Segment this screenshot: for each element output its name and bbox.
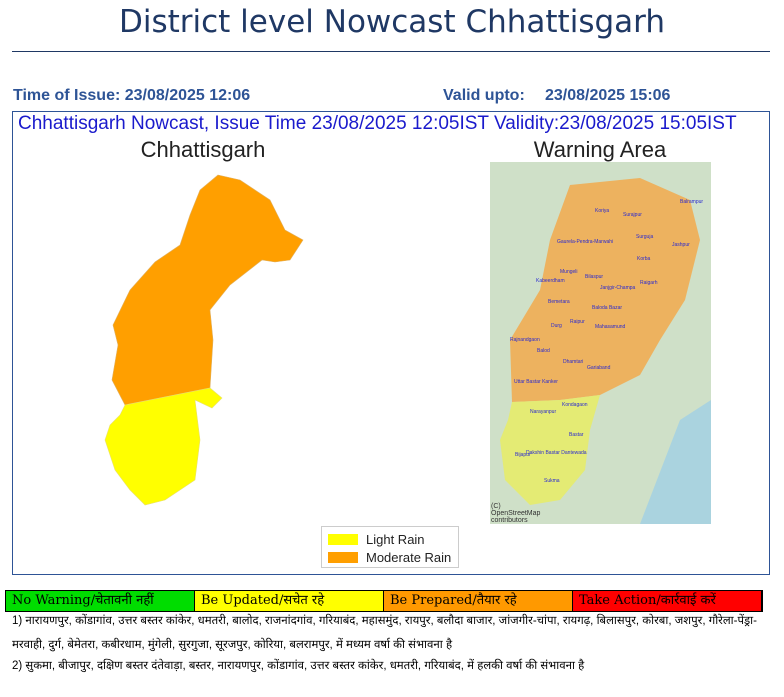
- moderate-rain-area: [111, 174, 304, 406]
- warning-area-map: [490, 162, 711, 524]
- valid-upto: 23/08/2025 15:06: [545, 87, 671, 104]
- note: 2) सुकमा, बीजापुर, दक्षिण बस्तर दंतेवाड़…: [12, 660, 585, 672]
- map-label: Kabeerdham: [536, 278, 565, 284]
- map-label: Bastar: [569, 432, 584, 438]
- moderate-rain-overlay: [510, 178, 700, 402]
- scale-cell: Be Updated/सचेत रहे: [195, 591, 384, 611]
- map-label: Dakshin Bastar Dantewada: [526, 450, 587, 456]
- scale-cell: Be Prepared/तैयार रहे: [384, 591, 573, 611]
- note: 1) नारायणपुर, कोंडागांव, उत्तर बस्तर कां…: [12, 615, 757, 651]
- map-label: Gaurela-Pendra-Marwahi: [557, 239, 613, 245]
- legend-item: Moderate Rain: [328, 549, 451, 565]
- map-label: Balod: [537, 348, 550, 354]
- legend-label: Light Rain: [366, 531, 425, 547]
- right-map-title: Warning Area: [533, 137, 667, 162]
- title-rule: [12, 51, 770, 52]
- legend-swatch: [328, 533, 358, 545]
- valid-upto-label: Valid upto:: [443, 87, 525, 104]
- map-label: Durg: [551, 323, 562, 329]
- map-label: Bijapur: [515, 452, 531, 458]
- map-label: Balrampur: [680, 199, 703, 205]
- legend-label: Moderate Rain: [366, 549, 452, 565]
- map-label: Surajpur: [623, 212, 642, 218]
- light-rain-overlay: [500, 395, 600, 505]
- sea: [640, 400, 711, 524]
- map-label: Korba: [637, 256, 651, 262]
- map-label: Bemetara: [548, 299, 570, 305]
- panel-heading: Chhattisgarh Nowcast, Issue Time 23/08/2…: [18, 113, 737, 134]
- legend-swatch: [328, 551, 358, 563]
- map-label: Dhamtari: [563, 359, 583, 365]
- legend: Light Rain Moderate Rain: [321, 526, 459, 568]
- nowcast-panel: [12, 111, 770, 575]
- map-label: Mahasamund: [595, 324, 626, 330]
- scale-cell: Take Action/कार्रवाई करें: [573, 591, 762, 611]
- page-title: District level Nowcast Chhattisgarh: [118, 4, 665, 40]
- map-label: Raigarh: [640, 280, 658, 286]
- time-of-issue: Time of Issue: 23/08/2025 12:06: [13, 87, 251, 104]
- legend-item: Light Rain: [328, 531, 425, 547]
- map-label: Rajnandgaon: [510, 337, 540, 343]
- map-label: Kondagaon: [562, 402, 588, 408]
- district-map: [104, 174, 304, 506]
- map-label: Janjgir-Champa: [600, 285, 636, 291]
- map-label: Bilaspur: [585, 274, 603, 280]
- map-label: Baloda Bazar: [592, 305, 622, 311]
- map-label: Narayanpur: [530, 409, 556, 415]
- light-rain-area: [104, 387, 223, 506]
- map-label: Uttar Bastar Kanker: [514, 379, 558, 385]
- map-label: Surguja: [636, 234, 653, 240]
- scale-cell: No Warning/चेतावनी नहीं: [6, 591, 195, 611]
- warning-scale: No Warning/चेतावनी नहीं Be Updated/सचेत र…: [5, 590, 763, 612]
- map-label: Mungeli: [560, 269, 578, 275]
- map-label: Sukma: [544, 478, 560, 484]
- map-label: Gariaband: [587, 365, 611, 371]
- left-map-title: Chhattisgarh: [140, 137, 266, 162]
- map-attribution: (C) OpenStreetMap contributors: [491, 503, 541, 524]
- map-label: Jashpur: [672, 242, 690, 248]
- map-label: Raipur: [570, 319, 585, 325]
- map-label: Koriya: [595, 208, 609, 214]
